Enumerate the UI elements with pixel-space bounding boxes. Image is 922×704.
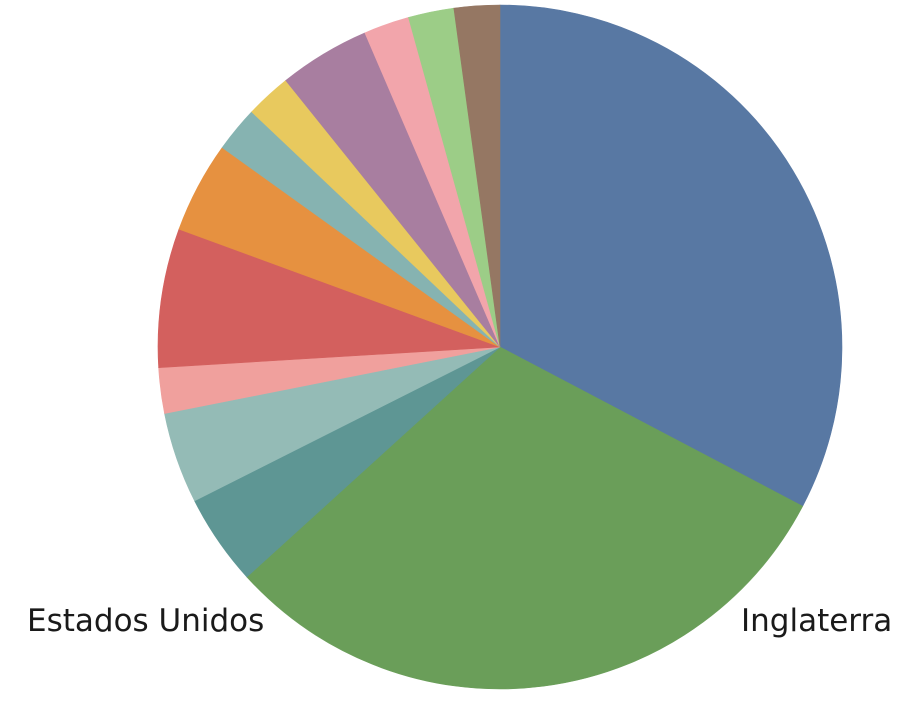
slice-label-estados-unidos: Estados Unidos bbox=[27, 603, 264, 639]
pie-slices bbox=[157, 4, 843, 690]
slice-label-inglaterra: Inglaterra bbox=[741, 603, 892, 639]
pie-slice-slice-13 bbox=[453, 4, 501, 348]
pie-slice-slice-6 bbox=[157, 228, 501, 368]
pie-slice-inglaterra bbox=[499, 4, 843, 507]
pie-slice-estados-unidos bbox=[246, 346, 804, 690]
